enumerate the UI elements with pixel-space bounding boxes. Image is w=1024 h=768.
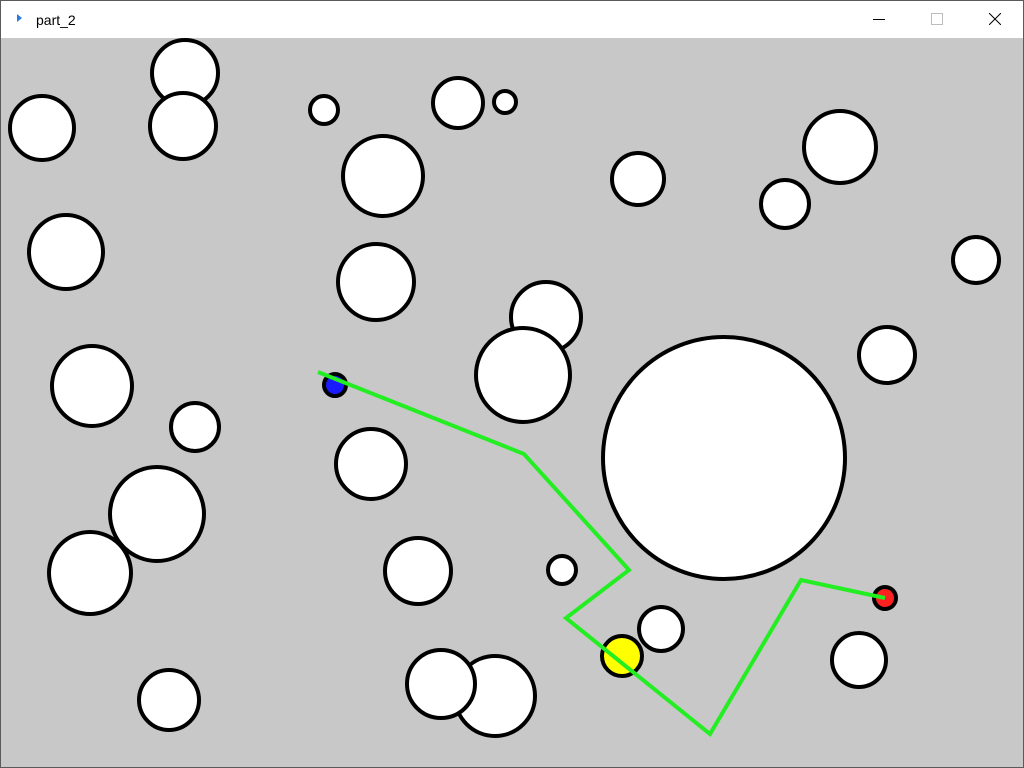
minimize-icon [873,19,885,20]
obstacle-circle [137,668,201,732]
obstacle-circle [8,94,76,162]
maximize-button[interactable] [908,1,966,38]
obstacle-circle [27,213,105,291]
obstacle-circle [308,94,340,126]
obstacle-circle [759,178,811,230]
title-bar[interactable]: part_2 [1,1,1023,38]
agent-yellow-disc [600,634,644,678]
obstacle-circle [148,91,218,161]
obstacle-circle [802,109,878,185]
obstacle-circle [50,344,134,428]
sketch-canvas[interactable] [1,38,1023,767]
maximize-icon [931,13,943,25]
planned-path [317,370,886,738]
obstacle-circle [431,76,485,130]
obstacle-circle [169,401,221,453]
app-icon [17,14,22,22]
obstacle-circle [610,151,666,207]
obstacle-circle [405,648,477,720]
obstacle-circle [601,335,847,581]
close-icon [989,13,1001,25]
obstacle-circle [857,325,917,385]
obstacle-circle [336,242,416,322]
obstacle-circle [637,605,685,653]
minimize-button[interactable] [850,1,908,38]
obstacle-circle [492,89,518,115]
close-button[interactable] [966,1,1023,38]
obstacle-circle [830,631,888,689]
obstacle-circle [951,235,1001,285]
obstacle-circle [47,530,133,616]
obstacle-circle [334,427,408,501]
obstacle-circle [108,465,206,563]
obstacle-circle [546,554,578,586]
obstacle-circle [341,134,425,218]
obstacles [8,38,1001,738]
obstacle-circle [383,536,453,606]
obstacle-circle [474,326,572,424]
window-title: part_2 [36,12,76,28]
